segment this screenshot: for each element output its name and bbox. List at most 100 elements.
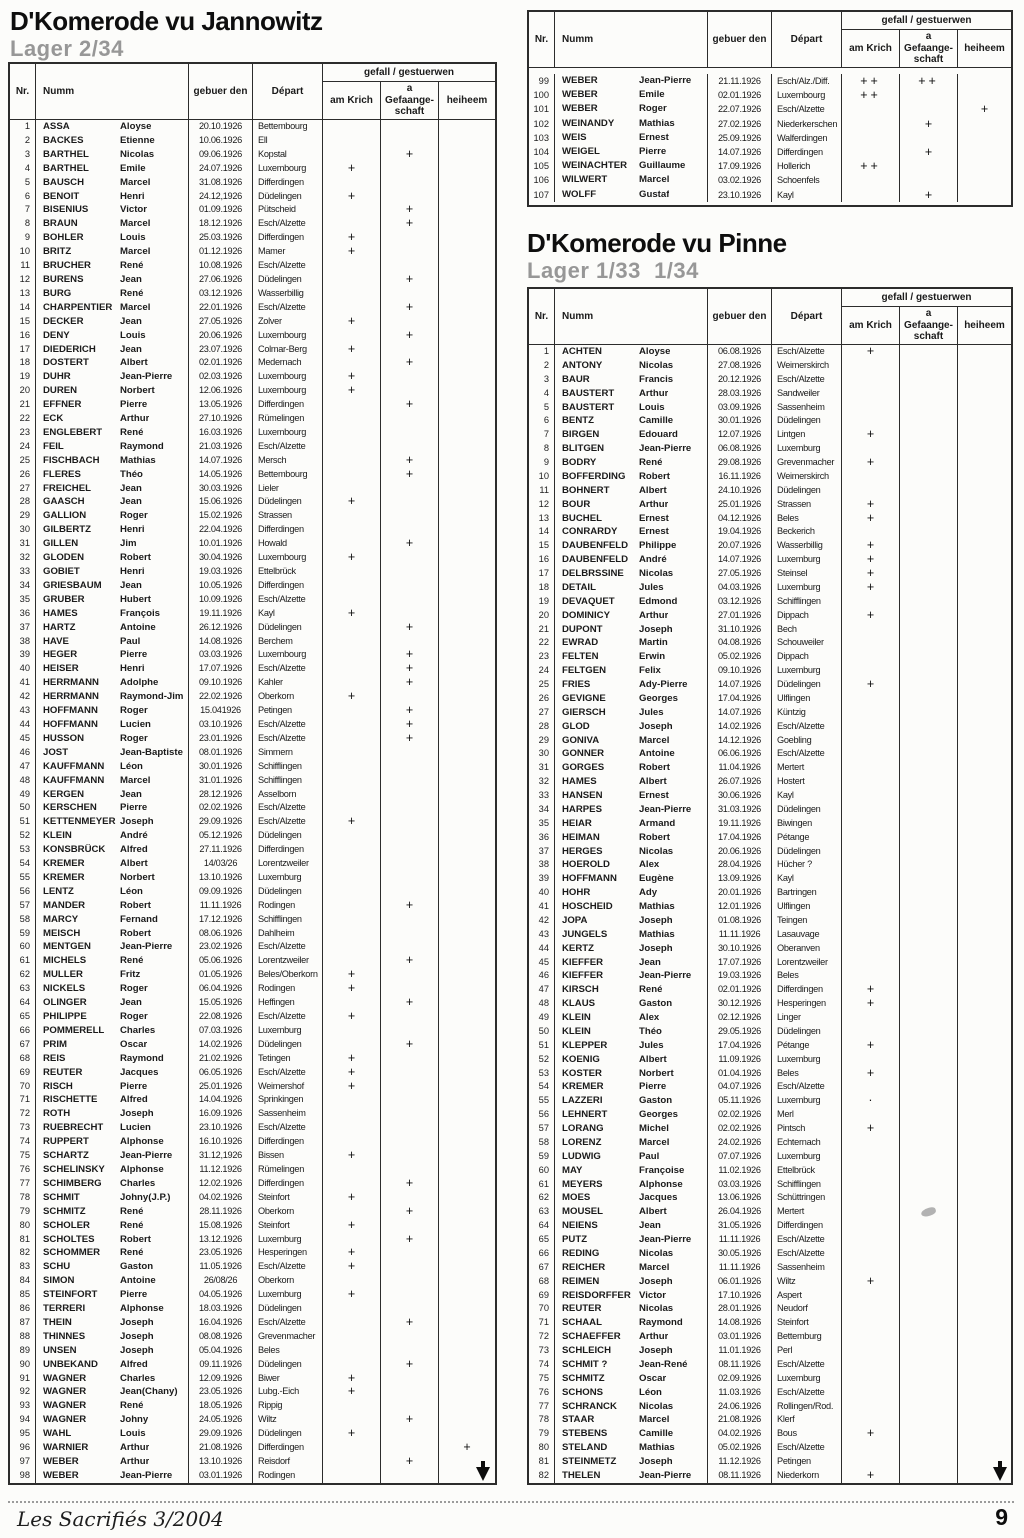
person-name: RISCHETTE Alfred xyxy=(36,1093,189,1108)
table-row: 89 UNSEN Joseph 05.04.1926 Beles xyxy=(10,1343,495,1358)
mark-gefaangeschaft xyxy=(900,1149,958,1164)
mark-gefaangeschaft xyxy=(381,120,439,134)
person-name: SCHOLTES Robert xyxy=(36,1232,189,1247)
departure-place: Luxemburg xyxy=(253,870,323,885)
departure-place: Esch/Alzette xyxy=(772,1233,842,1247)
surname: FREICHEL xyxy=(43,482,91,494)
row-number: 68 xyxy=(10,1051,36,1066)
surname: HOEROLD xyxy=(562,859,610,871)
first-name: Roger xyxy=(120,510,148,522)
row-number: 77 xyxy=(10,1176,36,1191)
table-row: 10 BOFFERDING Robert 16.11.1926 Weimerskirch xyxy=(529,469,1011,484)
birth-date: 17.10.1926 xyxy=(708,1288,772,1303)
birth-date: 14.07.1926 xyxy=(708,705,772,720)
mark-heiheem xyxy=(439,1288,495,1302)
table-header: Nr. Numm gebuer den Départ gefall / gest… xyxy=(529,12,1011,68)
first-name: Emile xyxy=(639,89,665,101)
column-group-gefall-gestuerwen: gefall / gestuerwen xyxy=(842,12,1011,30)
table-row: 32 HAMES Albert 26.07.1926 Hostert xyxy=(529,775,1011,789)
birth-date: 30.05.1926 xyxy=(708,1246,772,1261)
first-name: Jean(Chany) xyxy=(120,1386,178,1398)
surname: SCHOLER xyxy=(43,1219,90,1231)
row-number: 78 xyxy=(10,1190,36,1205)
row-number: 93 xyxy=(10,1399,36,1414)
row-number: 33 xyxy=(10,565,36,579)
surname: WEBER xyxy=(562,89,598,101)
person-name: ECK Arthur xyxy=(36,412,189,426)
first-name: Alphonse xyxy=(639,1178,683,1190)
surname: DAUBENFELD xyxy=(562,554,629,566)
table-row: 9 BODRY René 29.08.1926 Grevenmacher + xyxy=(529,456,1011,470)
mark-gefaangeschaft xyxy=(900,497,958,512)
row-number: 2 xyxy=(529,358,555,373)
departure-place: Mamer xyxy=(253,245,323,260)
departure-place: Beckerich xyxy=(772,525,842,540)
departure-place: Differdingen xyxy=(253,175,323,190)
print-smudge xyxy=(920,1206,937,1218)
surname: KOSTER xyxy=(562,1067,602,1079)
first-name: Robert xyxy=(120,899,151,911)
row-number: 62 xyxy=(10,968,36,983)
row-number: 61 xyxy=(529,1177,555,1192)
table-row: 100 WEBER Emile 02.01.1926 Luxembourg ++ xyxy=(529,88,1011,103)
mark-heiheem xyxy=(958,1247,1011,1261)
mark-am-krich xyxy=(842,1455,900,1469)
mark-gefaangeschaft xyxy=(900,1177,958,1192)
departure-place: Esch/Alz./Diff. xyxy=(772,74,842,89)
mark-am-krich: + xyxy=(842,1274,900,1289)
table-row: 64 OLINGER Jean 15.05.1926 Heffingen + xyxy=(10,996,495,1010)
mark-gefaangeschaft xyxy=(381,843,439,858)
row-number: 27 xyxy=(10,481,36,496)
surname: WEINACHTER xyxy=(562,160,628,172)
birth-date: 23.10.1926 xyxy=(189,1121,253,1136)
mark-gefaangeschaft xyxy=(381,1468,439,1483)
mark-am-krich: + xyxy=(323,189,381,204)
person-name: BRITZ Marcel xyxy=(36,245,189,260)
column-group-gefall-gestuerwen: gefall / gestuerwen xyxy=(323,64,495,82)
row-number: 3 xyxy=(529,372,555,387)
table-row: 16 DAUBENFELD André 14.07.1926 Luxemburg + xyxy=(529,553,1011,567)
row-number: 29 xyxy=(529,733,555,748)
mark-heiheem xyxy=(958,1164,1011,1178)
table-row: 79 STEBENS Camille 04.02.1926 Bous + xyxy=(529,1427,1011,1442)
first-name: Jean-Baptiste xyxy=(120,746,183,758)
mark-gefaangeschaft xyxy=(381,245,439,260)
mark-gefaangeschaft xyxy=(900,747,958,762)
mark-heiheem xyxy=(958,706,1011,720)
birth-date: 19.03.1926 xyxy=(708,969,772,984)
surname: HAMES xyxy=(43,607,78,619)
mark-heiheem xyxy=(439,1344,495,1358)
birth-date: 13.09.1926 xyxy=(708,872,772,887)
mark-heiheem xyxy=(958,1275,1011,1289)
surname: GONIVA xyxy=(562,734,600,746)
first-name: Marcel xyxy=(120,301,151,313)
table-row: 73 SCHLEICH Joseph 11.01.1926 Perl xyxy=(529,1344,1011,1358)
row-number: 57 xyxy=(529,1122,555,1136)
mark-heiheem xyxy=(958,1205,1011,1219)
mark-am-krich xyxy=(323,676,381,691)
mark-heiheem xyxy=(439,676,495,690)
column-header-heiheem: heiheem xyxy=(446,94,488,106)
departure-place: Rümelingen xyxy=(253,412,323,426)
surname: BRUCHER xyxy=(43,260,91,272)
mark-gefaangeschaft xyxy=(900,1260,958,1275)
surname: FEIL xyxy=(43,440,64,452)
mark-am-krich xyxy=(842,1080,900,1095)
surname: SCHMITZ xyxy=(43,1205,86,1217)
first-name: Arthur xyxy=(120,413,150,425)
mark-gefaangeschaft xyxy=(900,1246,958,1261)
person-name: MAY Françoise xyxy=(555,1163,708,1178)
column-header-gefaangeschaft: a Gefaange- schaft xyxy=(900,307,958,344)
person-name: BRAUN Marcel xyxy=(36,217,189,232)
mark-gefaangeschaft: + xyxy=(381,954,439,969)
mark-gefaangeschaft xyxy=(900,1427,958,1442)
mark-heiheem xyxy=(439,398,495,412)
mark-gefaangeschaft: + xyxy=(381,1413,439,1428)
mark-am-krich xyxy=(842,469,900,484)
person-name: STEBENS Camille xyxy=(555,1427,708,1442)
mark-am-krich xyxy=(842,144,900,160)
mark-heiheem xyxy=(958,942,1011,956)
row-number: 47 xyxy=(10,759,36,774)
surname: ENGLEBERT xyxy=(43,426,103,438)
departure-place: Oberkorn xyxy=(253,690,323,705)
